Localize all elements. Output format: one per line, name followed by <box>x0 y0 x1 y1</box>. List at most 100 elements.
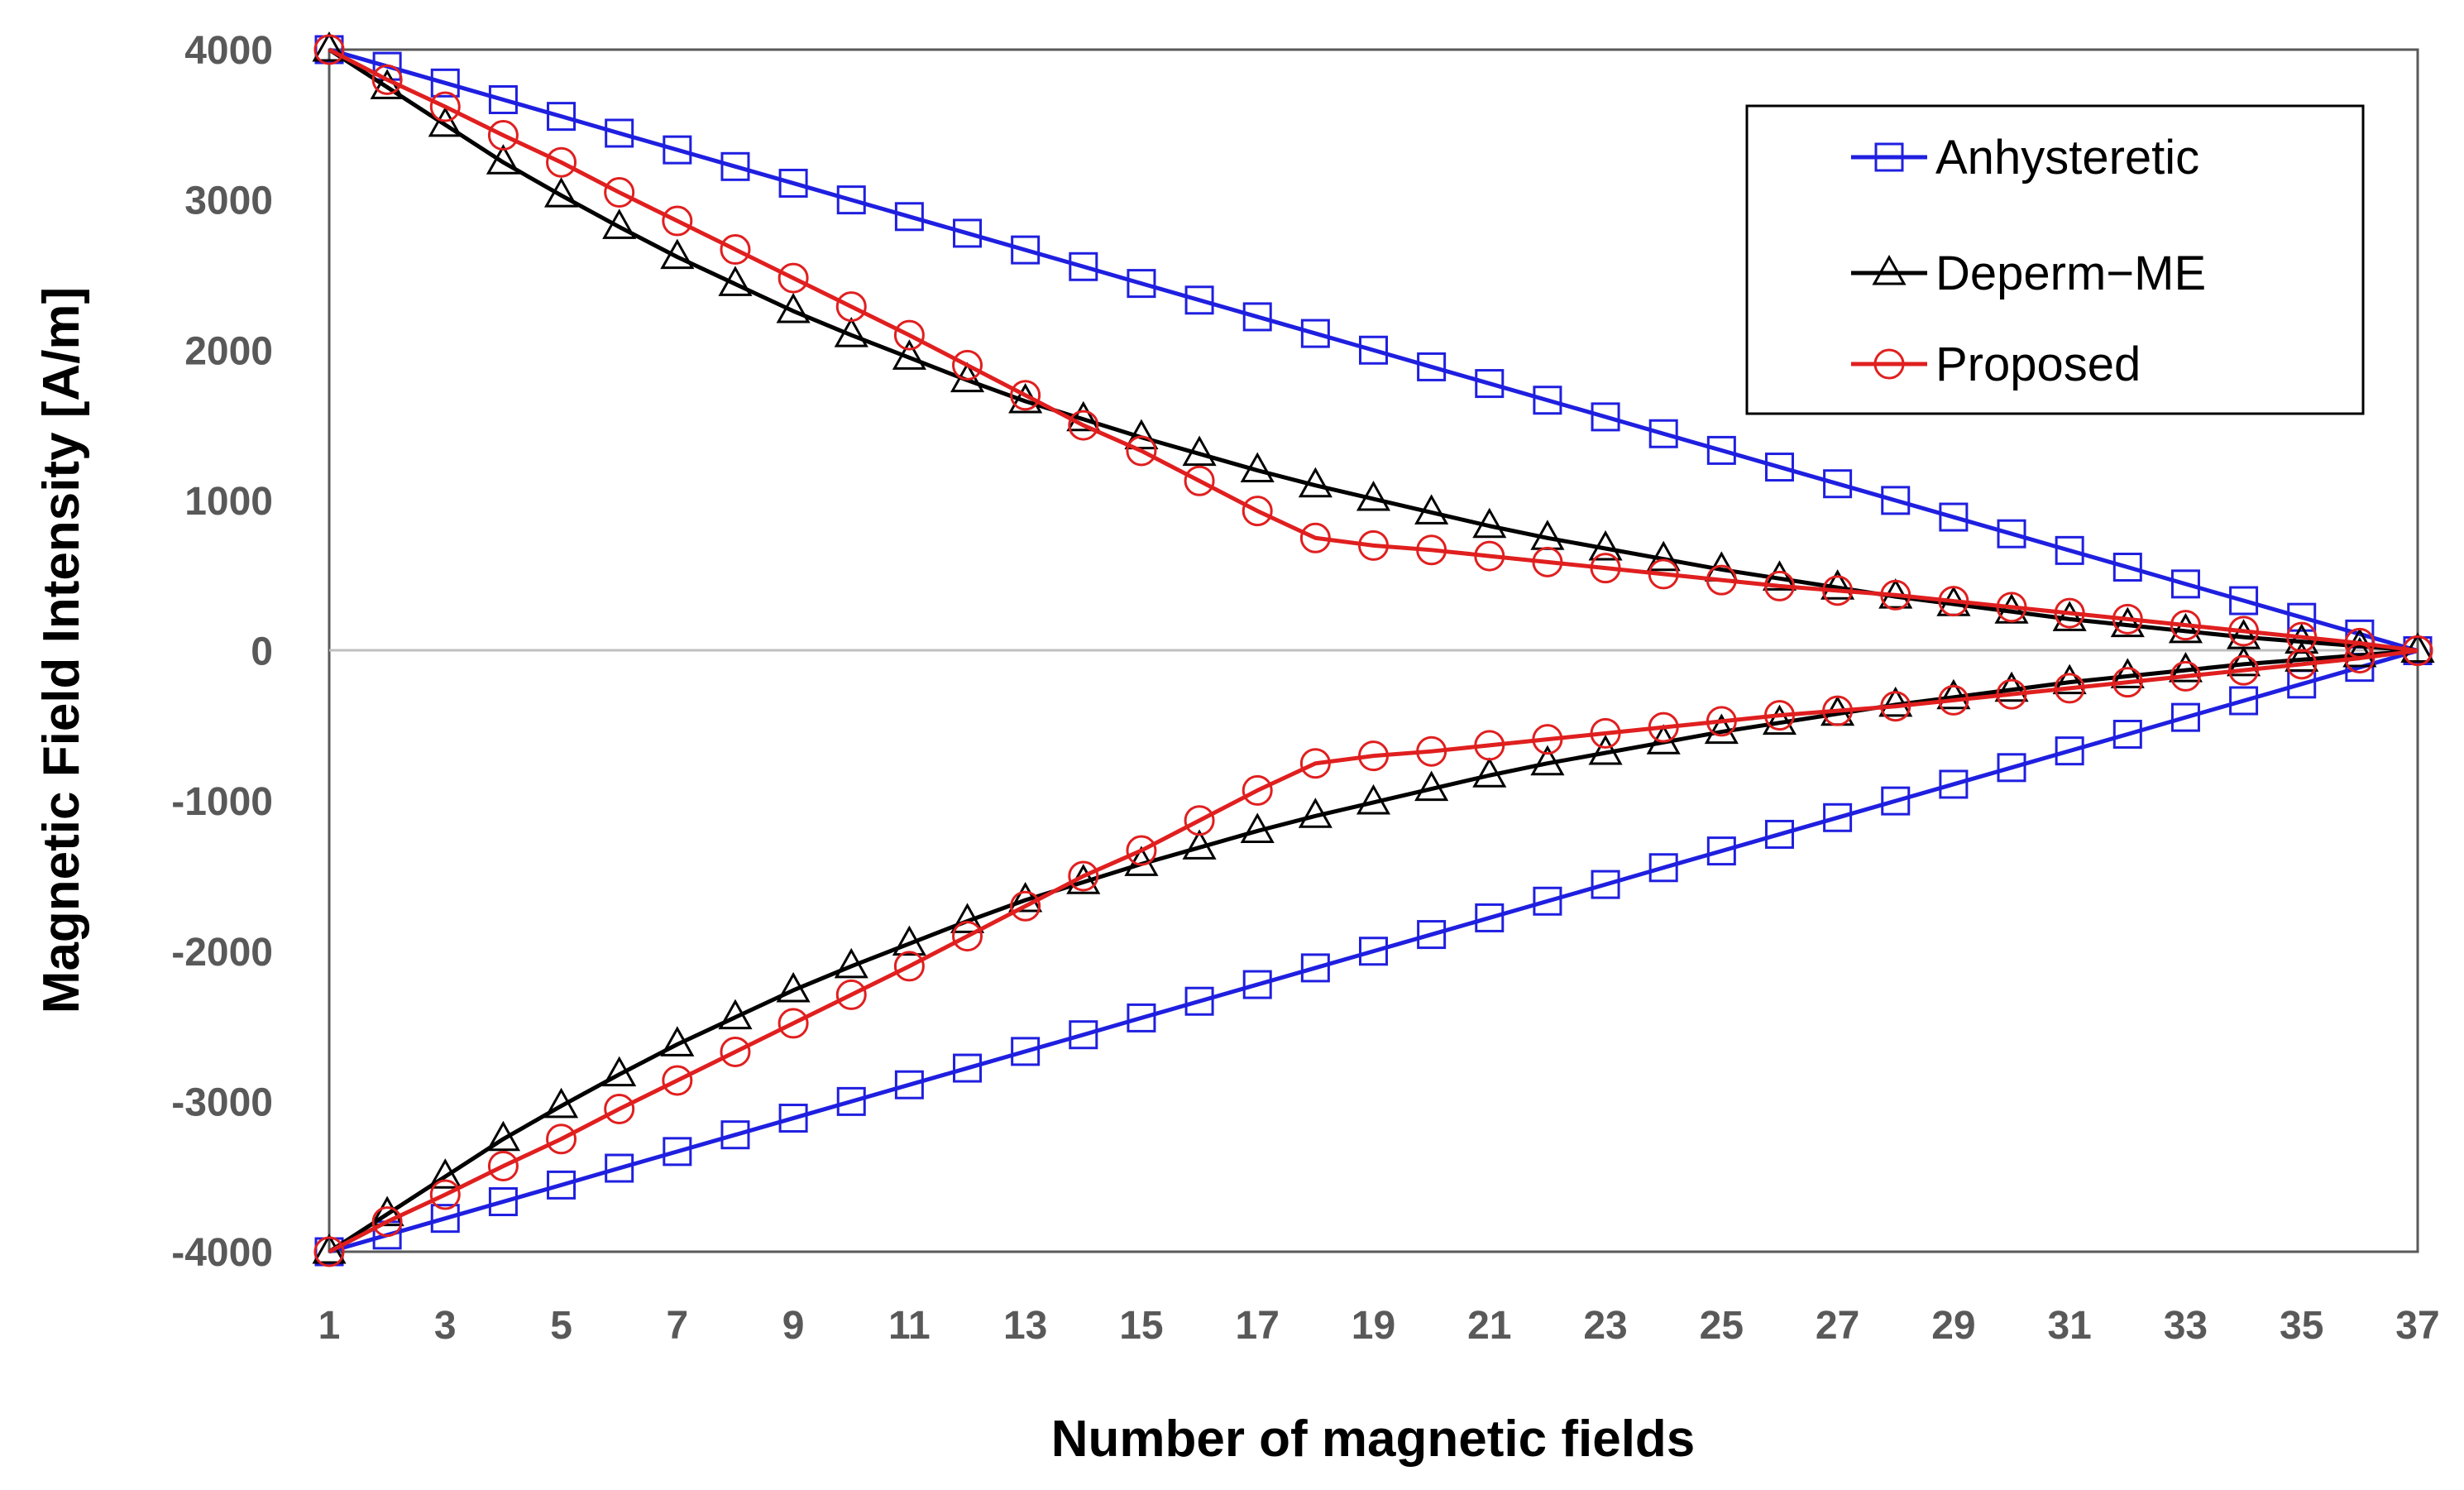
deperm-me-point <box>776 971 811 1003</box>
proposed-point <box>2170 610 2201 641</box>
deperm-me-point <box>1066 400 1101 432</box>
deperm-me-point <box>1182 829 1217 860</box>
proposed-point <box>2170 660 2201 692</box>
proposed-point <box>1880 691 1911 722</box>
anhysteretic-point <box>2170 702 2200 732</box>
anhysteretic-point <box>1069 252 1098 281</box>
anhysteretic-point <box>1997 519 2026 549</box>
proposed-point <box>313 34 345 65</box>
anhysteretic-point <box>1881 786 1911 816</box>
proposed-point <box>662 1065 693 1096</box>
legend-marker-icon <box>1873 348 1905 380</box>
deperm-me-point <box>1588 734 1623 765</box>
proposed-negative-line <box>328 649 2419 1254</box>
anhysteretic-point <box>1939 769 1969 799</box>
deperm-me-point <box>2227 645 2261 677</box>
proposed-point <box>1763 700 1795 731</box>
proposed-point <box>1184 805 1215 836</box>
deperm-me-point <box>1182 435 1217 467</box>
proposed-point <box>952 349 983 381</box>
anhysteretic-point <box>663 135 692 165</box>
deperm-me-point <box>1530 745 1565 776</box>
anhysteretic-point <box>778 1104 808 1133</box>
proposed-point <box>1590 717 1621 749</box>
proposed-point <box>2112 603 2143 635</box>
anhysteretic-negative-series <box>314 636 2433 1267</box>
anhysteretic-point <box>1359 335 1388 365</box>
anhysteretic-point <box>663 1137 692 1167</box>
deperm-me-point <box>2342 636 2377 668</box>
proposed-point <box>893 319 925 351</box>
proposed-point <box>1706 706 1737 737</box>
deperm-me-point <box>1762 704 1797 735</box>
legend-box <box>1745 104 2365 415</box>
deperm-me-point <box>1936 678 1971 710</box>
anhysteretic-point <box>778 168 808 198</box>
deperm-me-point <box>602 1056 637 1087</box>
anhysteretic-point <box>720 151 750 181</box>
anhysteretic-point <box>1011 1037 1041 1066</box>
proposed-point <box>371 1206 403 1238</box>
proposed-point <box>1126 435 1157 467</box>
anhysteretic-point <box>1591 870 1620 899</box>
deperm-me-point <box>1356 480 1391 511</box>
y-tick-label: 2000 <box>184 329 273 373</box>
x-axis-ticks: 1 3 5 7 9 11 13 15 17 19 21 23 25 27 29 31 33 35 37 <box>318 1304 2440 1348</box>
x-tick-label: 21 <box>1467 1304 1511 1348</box>
deperm-me-point <box>428 1158 462 1189</box>
anhysteretic-point <box>1127 1003 1156 1032</box>
proposed-point <box>1763 570 1795 601</box>
proposed-point <box>1996 678 2027 710</box>
proposed-point <box>1242 496 1273 527</box>
proposed-point <box>2112 667 2143 698</box>
x-tick-label: 3 <box>434 1304 457 1348</box>
proposed-point <box>1299 522 1331 553</box>
anhysteretic-point <box>953 218 983 248</box>
deperm-me-point <box>1588 529 1623 561</box>
anhysteretic-point <box>1242 302 1272 332</box>
deperm-me-point <box>370 1195 404 1227</box>
proposed-point <box>1474 730 1505 761</box>
x-tick-label: 33 <box>2164 1304 2208 1348</box>
x-tick-label: 17 <box>1236 1304 1280 1348</box>
anhysteretic-point <box>1533 886 1562 916</box>
proposed-point <box>1590 553 1621 584</box>
proposed-point <box>1648 558 1679 590</box>
deperm-me-point <box>1762 560 1797 591</box>
anhysteretic-point <box>953 1053 983 1083</box>
y-axis-title: Magnetic Field Intensity [A/m] <box>33 287 90 1013</box>
proposed-point <box>1996 592 2027 623</box>
deperm-me-point <box>1124 419 1159 450</box>
anhysteretic-point <box>1591 402 1620 432</box>
anhysteretic-point <box>1764 453 1794 482</box>
deperm-me-point <box>428 106 462 137</box>
deperm-me-point <box>1994 671 2029 702</box>
x-tick-label: 5 <box>550 1304 572 1348</box>
proposed-point <box>2054 673 2085 704</box>
proposed-point <box>1299 748 1331 779</box>
anhysteretic-point <box>1184 285 1214 315</box>
proposed-point <box>1938 684 1969 716</box>
x-tick-label: 35 <box>2280 1304 2323 1348</box>
y-tick-label: -1000 <box>171 780 273 824</box>
anhysteretic-point <box>547 1170 577 1200</box>
x-axis-title: Number of magnetic fields <box>1051 1411 1696 1468</box>
anhysteretic-point <box>488 1187 518 1217</box>
proposed-point <box>1822 575 1854 606</box>
proposed-point <box>2344 643 2375 674</box>
anhysteretic-point <box>2112 553 2142 582</box>
proposed-point <box>1126 835 1157 866</box>
x-tick-label: 15 <box>1119 1304 1163 1348</box>
proposed-point <box>2286 649 2318 680</box>
anhysteretic-point <box>1417 920 1447 950</box>
proposed-point <box>2054 597 2085 629</box>
anhysteretic-point <box>1881 486 1911 515</box>
anhysteretic-point <box>1997 753 2026 783</box>
anhysteretic-point <box>1648 853 1678 883</box>
deperm-me-point <box>1472 507 1507 539</box>
proposed-point <box>1416 534 1447 566</box>
proposed-point <box>1358 529 1389 561</box>
proposed-point <box>487 120 519 151</box>
legend-entries: Anhysteretic Deperm−ME Proposed <box>1851 131 2206 391</box>
proposed-point <box>952 921 983 952</box>
